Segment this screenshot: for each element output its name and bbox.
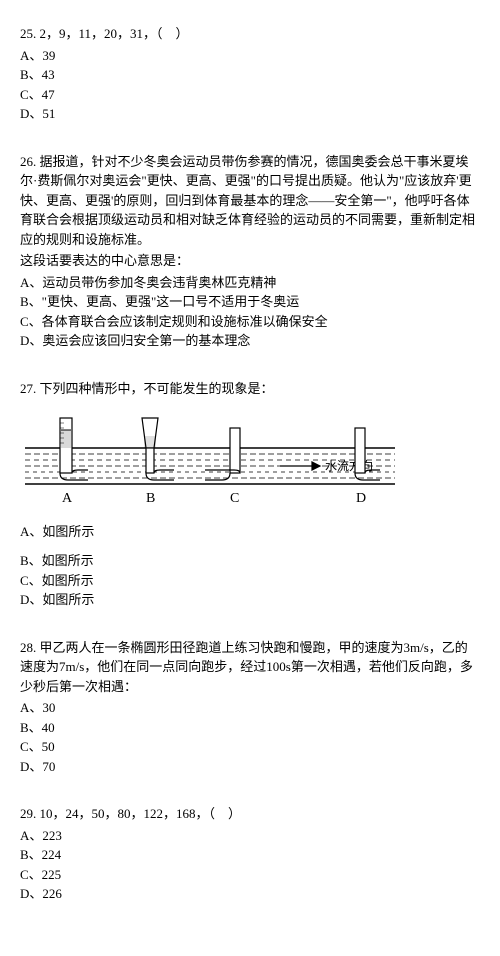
diagram-svg: 水流方向 A — [20, 408, 400, 508]
question-26: 26. 据报道，针对不少冬奥会运动员带伤参赛的情况，德国奥委会总干事米夏埃尔·费… — [20, 152, 480, 351]
question-28: 28. 甲乙两人在一条椭圆形田径跑道上练习快跑和慢跑，甲的速度为3m/s，乙的速… — [20, 638, 480, 777]
q26-text: 26. 据报道，针对不少冬奥会运动员带伤参赛的情况，德国奥委会总干事米夏埃尔·费… — [20, 152, 480, 250]
label-b: B — [146, 491, 155, 506]
q25-option-d: D、51 — [20, 104, 480, 124]
tube-a — [60, 418, 88, 480]
q25-option-c: C、47 — [20, 85, 480, 105]
q25-option-a: A、39 — [20, 46, 480, 66]
q25-text: 25. 2，9，11，20，31，（ ） — [20, 24, 480, 44]
label-a: A — [62, 491, 73, 506]
q27-option-d: D、如图所示 — [20, 590, 480, 610]
q27-text: 27. 下列四种情形中，不可能发生的现象是： — [20, 379, 480, 399]
q28-option-c: C、50 — [20, 737, 480, 757]
question-25: 25. 2，9，11，20，31，（ ） A、39 B、43 C、47 D、51 — [20, 24, 480, 124]
q28-option-b: B、40 — [20, 718, 480, 738]
q26-text2: 这段话要表达的中心意思是： — [20, 251, 480, 271]
q26-option-d: D、奥运会应该回归安全第一的基本理念 — [20, 331, 480, 351]
question-27: 27. 下列四种情形中，不可能发生的现象是： 水流方向 — [20, 379, 480, 610]
q25-option-b: B、43 — [20, 65, 480, 85]
q27-option-b: B、如图所示 — [20, 551, 480, 571]
label-c: C — [230, 491, 239, 506]
q27-option-c: C、如图所示 — [20, 571, 480, 591]
q28-text: 28. 甲乙两人在一条椭圆形田径跑道上练习快跑和慢跑，甲的速度为3m/s，乙的速… — [20, 638, 480, 697]
q28-option-d: D、70 — [20, 757, 480, 777]
label-d: D — [356, 491, 366, 506]
q29-text: 29. 10，24，50，80，122，168，（ ） — [20, 804, 480, 824]
flow-diagram: 水流方向 A — [20, 408, 480, 514]
q29-option-c: C、225 — [20, 865, 480, 885]
q26-option-b: B、"更快、更高、更强"这一口号不适用于冬奥运 — [20, 292, 480, 312]
q26-option-a: A、运动员带伤参加冬奥会违背奥林匹克精神 — [20, 273, 480, 293]
q27-option-a: A、如图所示 — [20, 522, 480, 542]
tube-b — [142, 418, 174, 480]
question-29: 29. 10，24，50，80，122，168，（ ） A、223 B、224 … — [20, 804, 480, 904]
q29-option-b: B、224 — [20, 845, 480, 865]
q26-option-c: C、各体育联合会应该制定规则和设施标准以确保安全 — [20, 312, 480, 332]
q29-option-a: A、223 — [20, 826, 480, 846]
q29-option-d: D、226 — [20, 884, 480, 904]
